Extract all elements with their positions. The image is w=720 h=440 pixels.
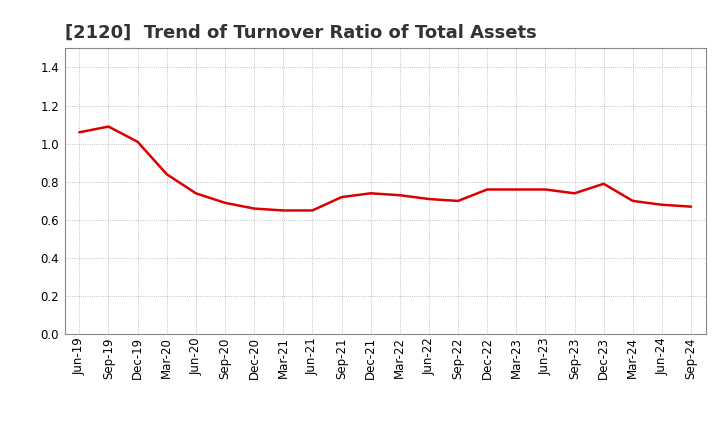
- Text: [2120]  Trend of Turnover Ratio of Total Assets: [2120] Trend of Turnover Ratio of Total …: [65, 23, 536, 41]
